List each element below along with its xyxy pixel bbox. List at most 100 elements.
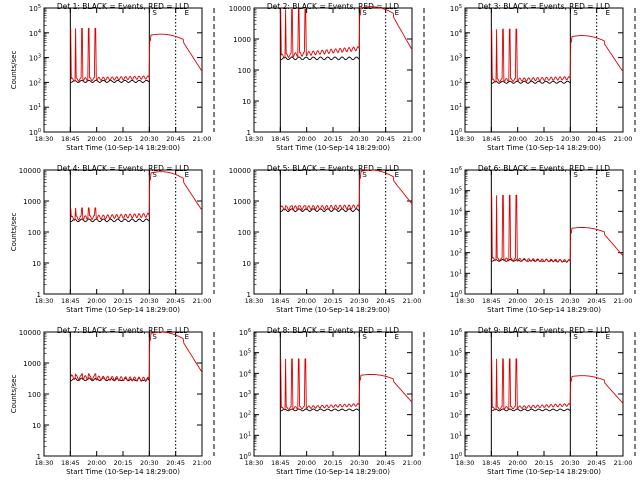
marker-e: E (395, 171, 399, 179)
x-tick-label: 20:45 (166, 297, 185, 305)
marker-s: S (573, 9, 578, 17)
x-axis-label: Start Time (10-Sep-14 18:29:00) (276, 468, 390, 476)
x-tick-label: 20:45 (376, 459, 395, 467)
y-tick-label: 100 (29, 128, 41, 137)
x-tick-label: 20:45 (166, 459, 185, 467)
y-tick-label: 10000 (19, 329, 41, 337)
x-tick-label: 21:00 (193, 459, 212, 467)
marker-e: E (606, 9, 610, 17)
lld-series (70, 171, 203, 221)
marker-e: E (395, 333, 399, 341)
y-tick-label: 101 (29, 103, 41, 112)
x-tick-label: 18:45 (482, 297, 501, 305)
x-tick-label: 18:30 (35, 297, 54, 305)
y-tick-label: 10 (242, 98, 251, 106)
plot-frame (253, 7, 413, 133)
plot-frame (43, 331, 203, 457)
x-tick-label: 20:45 (587, 297, 606, 305)
y-tick-label: 10000 (19, 167, 41, 175)
detector-panel-8: Det 8: BLACK = Events, RED = LLD 100 101 10… (239, 326, 425, 476)
x-tick-label: 20:45 (376, 297, 395, 305)
x-tick-label: 20:30 (140, 459, 159, 467)
x-tick-label: 20:00 (508, 135, 527, 143)
plot-frame (43, 7, 203, 133)
x-tick-label: 18:30 (456, 297, 475, 305)
detector-panel-7: Det 7: BLACK = Events, RED = LLD 1 10 100 10… (10, 326, 215, 476)
y-tick-label: 1000 (233, 36, 251, 44)
x-tick-label: 21:00 (403, 459, 422, 467)
x-tick-label: 20:15 (535, 135, 554, 143)
y-tick-label: 105 (450, 349, 462, 358)
plot-frame (253, 331, 413, 457)
x-tick-label: 21:00 (193, 297, 212, 305)
y-tick-label: 10 (32, 260, 41, 268)
marker-e: E (606, 171, 610, 179)
lld-series (70, 27, 203, 82)
y-tick-label: 105 (450, 4, 462, 13)
x-tick-label: 18:30 (456, 459, 475, 467)
x-tick-label: 20:00 (297, 135, 316, 143)
y-tick-label: 104 (450, 369, 462, 378)
x-tick-label: 20:30 (561, 297, 580, 305)
y-tick-label: 101 (450, 103, 462, 112)
panel-title: Det 7: BLACK = Events, RED = LLD (57, 326, 189, 335)
x-tick-label: 18:30 (456, 135, 475, 143)
x-tick-label: 20:30 (350, 297, 369, 305)
plot-frame (43, 169, 203, 295)
x-tick-label: 21:00 (614, 297, 633, 305)
marker-e: E (395, 9, 399, 17)
y-tick-label: 102 (239, 411, 251, 420)
y-axis-label: Counts/sec (10, 51, 18, 90)
y-tick-label: 102 (450, 249, 462, 258)
events-series (491, 80, 571, 84)
x-tick-label: 20:15 (324, 297, 343, 305)
y-tick-label: 101 (239, 431, 251, 440)
x-tick-label: 20:00 (87, 297, 106, 305)
marker-s: S (152, 9, 157, 17)
y-tick-label: 102 (450, 411, 462, 420)
x-tick-label: 20:15 (114, 459, 133, 467)
marker-s: S (152, 171, 157, 179)
x-tick-label: 20:15 (114, 135, 133, 143)
x-tick-label: 20:00 (508, 459, 527, 467)
x-tick-label: 20:45 (166, 135, 185, 143)
panel-title: Det 6: BLACK = Events, RED = LLD (478, 164, 610, 173)
plot-frame (464, 7, 624, 133)
x-tick-label: 20:15 (535, 297, 554, 305)
y-tick-label: 1000 (233, 198, 251, 206)
marker-s: S (573, 171, 578, 179)
detector-panel-1: Det 1: BLACK = Events, RED = LLD 100 101 10… (10, 2, 215, 152)
y-tick-label: 106 (239, 328, 251, 337)
y-tick-label: 1000 (23, 198, 41, 206)
y-tick-label: 1 (37, 453, 41, 461)
x-tick-label: 21:00 (403, 297, 422, 305)
y-tick-label: 103 (450, 228, 462, 237)
marker-s: S (362, 171, 367, 179)
y-tick-label: 100 (28, 229, 41, 237)
detector-panel-3: Det 3: BLACK = Events, RED = LLD 100 101 10… (450, 2, 636, 152)
y-tick-label: 10000 (229, 167, 251, 175)
y-tick-label: 106 (450, 166, 462, 175)
marker-s: S (573, 333, 578, 341)
x-tick-label: 20:45 (587, 459, 606, 467)
x-tick-label: 18:30 (245, 297, 264, 305)
x-tick-label: 20:15 (324, 459, 343, 467)
x-axis-label: Start Time (10-Sep-14 18:29:00) (66, 306, 180, 314)
marker-e: E (185, 9, 189, 17)
x-tick-label: 20:15 (114, 297, 133, 305)
x-tick-label: 18:30 (35, 459, 54, 467)
lld-series (280, 169, 413, 211)
x-tick-label: 18:45 (271, 297, 290, 305)
x-tick-label: 20:00 (297, 459, 316, 467)
lld-series (280, 6, 413, 59)
y-tick-label: 100 (450, 128, 462, 137)
panel-title: Det 4: BLACK = Events, RED = LLD (57, 164, 189, 173)
detector-panel-5: Det 5: BLACK = Events, RED = LLD 1 10 100 10… (229, 164, 425, 314)
y-tick-label: 100 (238, 229, 251, 237)
x-tick-label: 18:30 (35, 135, 54, 143)
y-tick-label: 101 (450, 431, 462, 440)
x-tick-label: 18:45 (271, 135, 290, 143)
plot-frame (253, 169, 413, 295)
y-tick-label: 1 (247, 129, 251, 137)
x-axis-label: Start Time (10-Sep-14 18:29:00) (487, 144, 601, 152)
